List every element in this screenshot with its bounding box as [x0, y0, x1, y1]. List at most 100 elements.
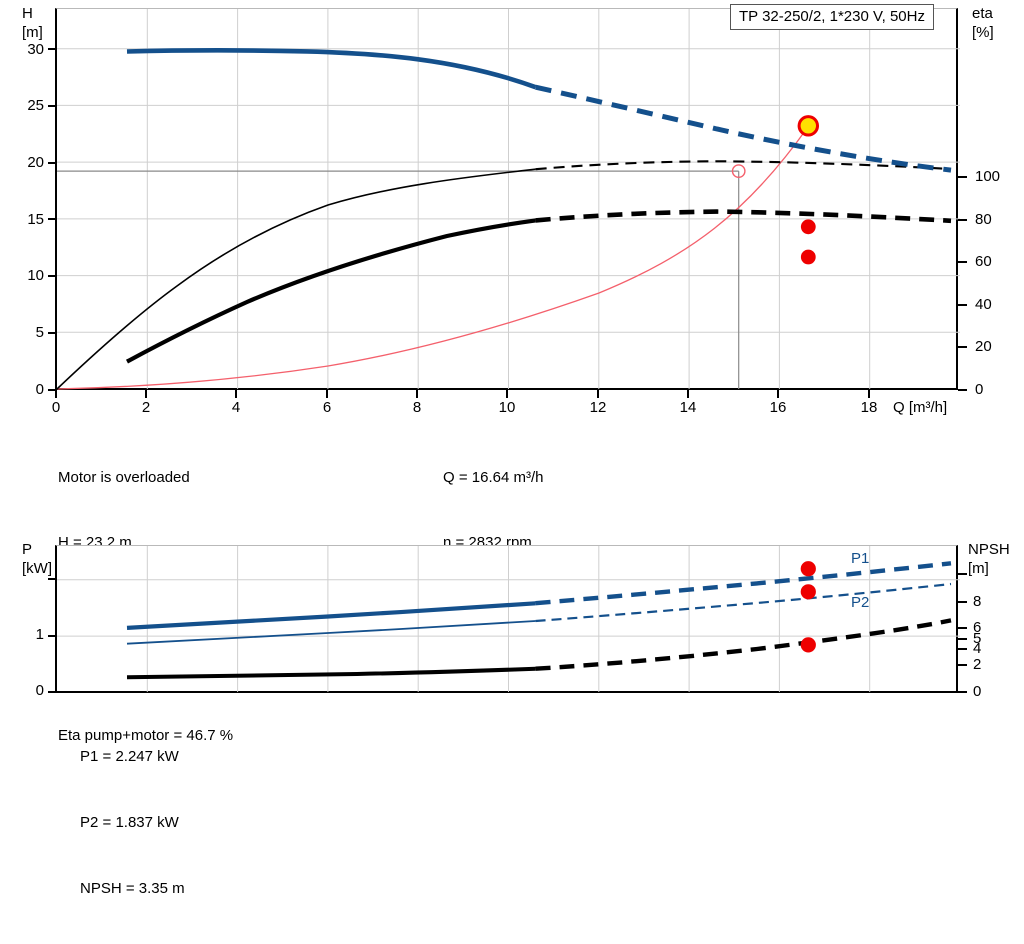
- bottom-right-tick-2: 2: [973, 656, 982, 673]
- bottom-right-tick-0: 0: [973, 683, 982, 700]
- top-right-axis-title: eta [%]: [972, 5, 994, 41]
- tickmark-q-0: [55, 390, 57, 398]
- top-left-tick-0: 0: [35, 381, 44, 398]
- tickmark-h-20: [48, 162, 56, 164]
- bottom-right-tick-alt-5: 5: [973, 630, 982, 647]
- tickmark-q-4: [235, 390, 237, 398]
- eta-pump-point-marker: [800, 219, 816, 235]
- info-left-line-0: Motor is overloaded: [58, 469, 190, 486]
- tickmark-h-25: [48, 105, 56, 107]
- tickmark-q-10: [506, 390, 508, 398]
- tickmark-q-14: [687, 390, 689, 398]
- duty-crosshair: [57, 170, 740, 389]
- system-curve-point-marker: [731, 164, 746, 179]
- top-right-tick-40: 40: [975, 296, 992, 313]
- top-x-tick-6: 6: [322, 399, 332, 416]
- top-x-tick-2: 2: [141, 399, 151, 416]
- eta-pump-motor-curve-dashed: [535, 209, 952, 224]
- system-curve: [57, 126, 809, 390]
- top-x-axis-title: Q [m³/h]: [893, 399, 948, 416]
- info-bottom-line-0: P1 = 2.247 kW: [80, 748, 179, 765]
- p2-duty-point-marker: [800, 584, 816, 600]
- model-badge: TP 32-250/2, 1*230 V, 50Hz: [730, 4, 934, 30]
- top-x-tick-10: 10: [498, 399, 516, 416]
- bottom-right-tick-4: 4: [973, 640, 982, 657]
- tickmark-h-5: [48, 332, 56, 334]
- top-x-tick-8: 8: [412, 399, 422, 416]
- tickmark-q-8: [416, 390, 418, 398]
- top-x-tick-12: 12: [589, 399, 607, 416]
- tickmark-q-16: [777, 390, 779, 398]
- p1-duty-point-marker: [800, 561, 816, 577]
- tickmark-npsh-8: [958, 601, 967, 603]
- bottom-right-tick-6: 6: [973, 619, 982, 636]
- top-left-tick-10: 10: [27, 267, 44, 284]
- tickmark-npsh-10: [958, 573, 967, 575]
- power-npsh-chart: [55, 545, 960, 693]
- bottom-right-tick-8: 8: [973, 593, 982, 610]
- top-x-tick-16: 16: [769, 399, 787, 416]
- tickmark-npsh-4: [958, 648, 967, 650]
- pump-curve-page: H [m] eta [%] TP 32-250/2, 1*230 V, 50Hz: [22, 4, 1010, 897]
- bottom-left-axis-title: P [kW]: [22, 541, 52, 577]
- tickmark-p-1: [48, 635, 56, 637]
- tickmark-q-18: [868, 390, 870, 398]
- top-x-tick-18: 18: [860, 399, 878, 416]
- npsh-curve-dashed: [535, 618, 952, 671]
- head-curve-solid: [126, 48, 537, 90]
- top-left-tick-20: 20: [27, 154, 44, 171]
- grid-lines: [57, 9, 960, 389]
- tickmark-h-0: [48, 389, 56, 391]
- eta-pump-curve-solid: [57, 168, 536, 390]
- info-left-line-4: Eta pump+motor = 46.7 %: [58, 727, 234, 744]
- tickmark-h-30: [48, 48, 56, 50]
- tickmark-eta-40: [958, 304, 967, 306]
- tickmark-q-6: [326, 390, 328, 398]
- top-x-tick-14: 14: [679, 399, 697, 416]
- series-label-p1: P1: [851, 550, 870, 567]
- tickmark-eta-20: [958, 346, 967, 348]
- tickmark-p-0: [48, 691, 56, 693]
- tickmark-npsh-6: [958, 627, 967, 629]
- eta-pump-curve-dashed: [535, 160, 952, 171]
- tickmark-npsh-2: [958, 664, 967, 666]
- top-x-tick-0: 0: [51, 399, 61, 416]
- top-left-tick-25: 25: [27, 97, 44, 114]
- top-left-axis-title: H [m]: [22, 5, 43, 41]
- bottom-left-tick-1: 1: [35, 626, 44, 643]
- p1-curve-solid: [126, 601, 536, 630]
- info-right-line-0: Q = 16.64 m³/h: [443, 469, 544, 486]
- info-bottom-line-2: NPSH = 3.35 m: [80, 880, 185, 897]
- npsh-duty-point-marker: [800, 637, 816, 653]
- head-eta-chart: [55, 8, 960, 390]
- tickmark-q-12: [597, 390, 599, 398]
- duty-point-marker: [797, 115, 819, 137]
- bottom-right-axis-title: NPSH [m]: [968, 541, 1010, 577]
- p1-curve-dashed: [535, 561, 952, 606]
- tickmark-q-2: [145, 390, 147, 398]
- eta-pump-motor-curve-solid: [126, 218, 536, 364]
- top-right-tick-100: 100: [975, 168, 1001, 185]
- top-left-tick-5: 5: [35, 324, 44, 341]
- info-block-bottom: P1 = 2.247 kW P2 = 1.837 kW NPSH = 3.35 …: [80, 702, 185, 944]
- tickmark-p-2: [48, 578, 56, 580]
- top-right-tick-60: 60: [975, 253, 992, 270]
- top-right-tick-20: 20: [975, 338, 992, 355]
- tickmark-h-15: [48, 218, 56, 220]
- tickmark-npsh-5: [958, 638, 967, 640]
- tickmark-npsh-0: [958, 691, 967, 693]
- tickmark-eta-100: [958, 176, 967, 178]
- p2-curve-dashed: [535, 582, 952, 623]
- top-left-tick-30: 30: [27, 41, 44, 58]
- top-x-tick-4: 4: [231, 399, 241, 416]
- head-eta-plot-svg: [57, 9, 960, 390]
- top-right-tick-80: 80: [975, 211, 992, 228]
- power-npsh-plot-svg: [57, 546, 960, 692]
- top-right-tick-0: 0: [975, 381, 984, 398]
- top-left-tick-15: 15: [27, 211, 44, 228]
- eta-pump-motor-point-marker: [800, 249, 816, 265]
- series-label-p2: P2: [851, 594, 870, 611]
- tickmark-eta-0: [958, 389, 967, 391]
- tickmark-eta-80: [958, 219, 967, 221]
- p2-curve-solid: [126, 620, 536, 645]
